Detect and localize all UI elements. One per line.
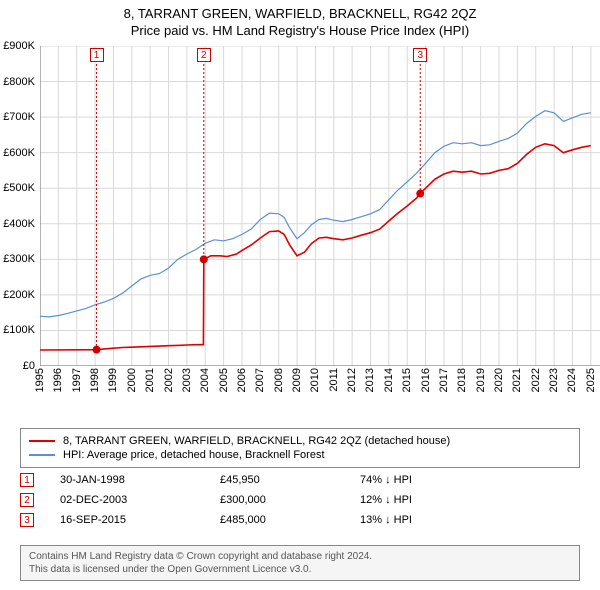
- sale-price: £485,000: [220, 514, 360, 526]
- x-axis-labels: 1995199619971998199920002001200220032004…: [40, 368, 600, 418]
- x-tick-label: 2008: [273, 368, 285, 392]
- y-tick-label: £200K: [3, 289, 35, 301]
- x-tick-label: 2009: [291, 368, 303, 392]
- x-tick-label: 2004: [199, 368, 211, 392]
- x-tick-label: 2018: [456, 368, 468, 392]
- legend-swatch: [29, 454, 55, 456]
- y-tick-label: £700K: [3, 111, 35, 123]
- sale-row: 3 16-SEP-2015£485,00013% ↓ HPI: [20, 510, 580, 530]
- x-tick-label: 2010: [309, 368, 321, 392]
- y-tick-label: £900K: [3, 40, 35, 52]
- legend: 8, TARRANT GREEN, WARFIELD, BRACKNELL, R…: [20, 428, 580, 468]
- x-tick-label: 1995: [34, 368, 46, 392]
- x-tick-label: 2016: [420, 368, 432, 392]
- x-tick-label: 2001: [144, 368, 156, 392]
- sale-row: 2 02-DEC-2003£300,00012% ↓ HPI: [20, 490, 580, 510]
- sale-marker-box: 3: [413, 48, 427, 62]
- legend-item: 8, TARRANT GREEN, WARFIELD, BRACKNELL, R…: [29, 434, 571, 448]
- x-tick-label: 2012: [346, 368, 358, 392]
- sale-hpi-delta: 74% ↓ HPI: [360, 474, 480, 486]
- chart-plot: [40, 46, 600, 366]
- x-tick-label: 2000: [126, 368, 138, 392]
- y-tick-label: £400K: [3, 218, 35, 230]
- sale-marker-box: 1: [90, 48, 104, 62]
- x-tick-label: 2006: [236, 368, 248, 392]
- sales-table: 1 30-JAN-1998£45,95074% ↓ HPI 2 02-DEC-2003…: [20, 470, 580, 530]
- sale-price: £300,000: [220, 494, 360, 506]
- x-tick-label: 2003: [181, 368, 193, 392]
- x-tick-label: 2024: [566, 368, 578, 392]
- x-tick-label: 2013: [364, 368, 376, 392]
- sale-date: 30-JAN-1998: [60, 474, 220, 486]
- x-tick-label: 2020: [493, 368, 505, 392]
- chart-container: 8, TARRANT GREEN, WARFIELD, BRACKNELL, R…: [0, 0, 600, 590]
- chart-subtitle: Price paid vs. HM Land Registry's House …: [0, 21, 600, 42]
- x-tick-label: 1999: [107, 368, 119, 392]
- y-tick-label: £600K: [3, 147, 35, 159]
- y-tick-label: £500K: [3, 182, 35, 194]
- x-tick-label: 1998: [89, 368, 101, 392]
- x-tick-label: 2007: [254, 368, 266, 392]
- sale-hpi-delta: 12% ↓ HPI: [360, 494, 480, 506]
- y-tick-label: £300K: [3, 253, 35, 265]
- sale-price: £45,950: [220, 474, 360, 486]
- y-axis-labels: £0£100K£200K£300K£400K£500K£600K£700K£80…: [0, 46, 38, 366]
- sale-hpi-delta: 13% ↓ HPI: [360, 514, 480, 526]
- footer-line: Contains HM Land Registry data © Crown c…: [29, 550, 571, 563]
- x-tick-label: 2002: [163, 368, 175, 392]
- y-tick-label: £100K: [3, 324, 35, 336]
- chart-area: £0£100K£200K£300K£400K£500K£600K£700K£80…: [40, 46, 600, 366]
- legend-label: HPI: Average price, detached house, Brac…: [63, 449, 325, 461]
- x-tick-label: 2005: [218, 368, 230, 392]
- x-tick-label: 2021: [511, 368, 523, 392]
- x-tick-label: 2023: [548, 368, 560, 392]
- x-tick-label: 2022: [530, 368, 542, 392]
- sale-number-box: 2: [20, 493, 34, 507]
- legend-item: HPI: Average price, detached house, Brac…: [29, 448, 571, 462]
- x-tick-label: 2014: [383, 368, 395, 392]
- sale-date: 16-SEP-2015: [60, 514, 220, 526]
- sale-date: 02-DEC-2003: [60, 494, 220, 506]
- sale-row: 1 30-JAN-1998£45,95074% ↓ HPI: [20, 470, 580, 490]
- legend-label: 8, TARRANT GREEN, WARFIELD, BRACKNELL, R…: [63, 435, 450, 447]
- x-tick-label: 2019: [475, 368, 487, 392]
- sale-number-box: 1: [20, 473, 34, 487]
- y-tick-label: £800K: [3, 76, 35, 88]
- x-tick-label: 2017: [438, 368, 450, 392]
- chart-title: 8, TARRANT GREEN, WARFIELD, BRACKNELL, R…: [0, 0, 600, 21]
- x-tick-label: 2015: [401, 368, 413, 392]
- footer-line: This data is licensed under the Open Gov…: [29, 563, 571, 576]
- sale-number-box: 3: [20, 513, 34, 527]
- x-tick-label: 1997: [71, 368, 83, 392]
- x-tick-label: 2011: [328, 368, 340, 392]
- x-tick-label: 2025: [585, 368, 597, 392]
- attribution-footer: Contains HM Land Registry data © Crown c…: [20, 545, 580, 581]
- legend-swatch: [29, 440, 55, 442]
- x-tick-label: 1996: [52, 368, 64, 392]
- sale-marker-box: 2: [197, 48, 211, 62]
